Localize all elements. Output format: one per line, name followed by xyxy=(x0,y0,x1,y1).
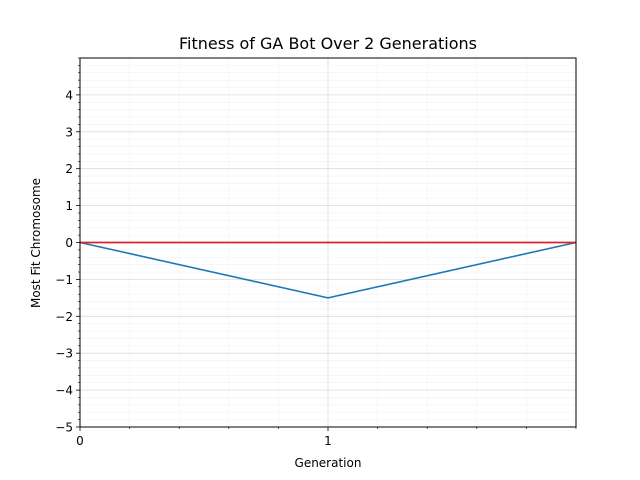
y-axis-label: Most Fit Chromosome xyxy=(29,178,43,308)
series-line xyxy=(79,241,577,299)
y-tick-label: 4 xyxy=(65,88,73,102)
series-layer xyxy=(79,241,577,299)
x-tick-label: 1 xyxy=(324,434,332,448)
x-tick-label: 0 xyxy=(76,434,84,448)
y-tick-label: −1 xyxy=(55,273,73,287)
ticks-layer: 0 1 −5 −4 −3 −2 −1 0 1 2 3 4 xyxy=(55,57,577,448)
y-tick-label: −3 xyxy=(55,347,73,361)
y-tick-label: −5 xyxy=(55,421,73,435)
y-tick-label: −2 xyxy=(55,310,73,324)
y-tick-label: 1 xyxy=(65,199,73,213)
chart-title: Fitness of GA Bot Over 2 Generations xyxy=(179,34,477,53)
y-tick-label: 3 xyxy=(65,125,73,139)
x-axis-label: Generation xyxy=(295,456,362,470)
y-tick-label: −4 xyxy=(55,384,73,398)
y-tick-label: 0 xyxy=(65,236,73,250)
y-tick-label: 2 xyxy=(65,162,73,176)
